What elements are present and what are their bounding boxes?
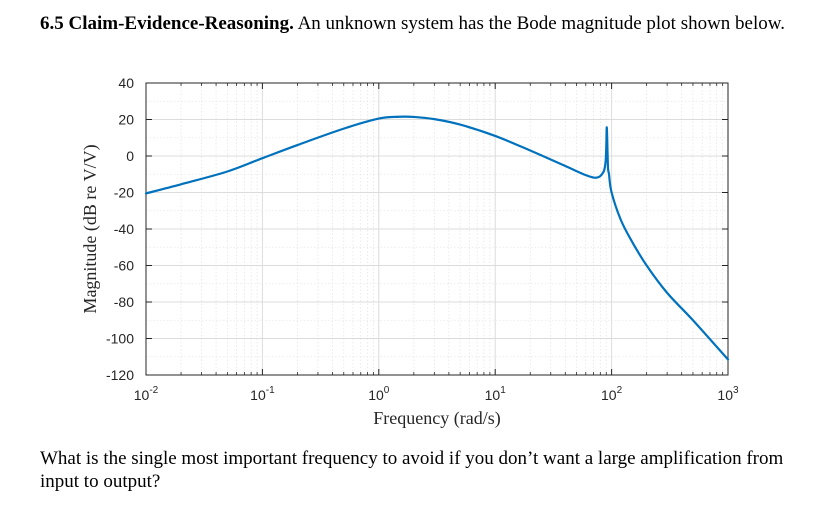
question-text: What is the single most important freque… — [40, 448, 784, 492]
x-axis-label: Frequency (rad/s) — [373, 408, 500, 429]
problem-title: 6.5 Claim-Evidence-Reasoning. — [40, 13, 294, 34]
y-tick-label: -40 — [114, 221, 134, 237]
magnitude-series-line — [144, 115, 730, 361]
y-tick-labels: 40 20 0 -20 -40 -60 -80 -100 -120 — [106, 75, 134, 383]
problem-heading: 6.5 Claim-Evidence-Reasoning. An unknown… — [40, 12, 800, 35]
y-tick-label: 40 — [118, 75, 134, 91]
x-tick-labels: 10-2 10-1 100 101 102 103 — [134, 385, 739, 403]
minor-grid — [146, 83, 728, 375]
y-axis-label: Magnitude (dB re V/V) — [80, 144, 101, 313]
y-tick-label: -80 — [114, 294, 134, 310]
y-tick-label: 20 — [118, 112, 134, 128]
problem-intro: An unknown system has the Bode magnitude… — [297, 13, 786, 34]
x-tick-label: 102 — [601, 385, 623, 403]
x-tick-label: 10-1 — [250, 385, 275, 403]
x-tick-label: 101 — [485, 385, 507, 403]
x-tick-label: 10-2 — [134, 385, 159, 403]
y-tick-label: 0 — [126, 148, 134, 164]
y-tick-label: -100 — [106, 331, 134, 347]
x-tick-label: 100 — [368, 385, 390, 403]
y-tick-label: -20 — [114, 185, 134, 201]
x-tick-label: 103 — [717, 385, 739, 403]
y-tick-label: -60 — [114, 258, 134, 274]
y-tick-label: -120 — [106, 367, 134, 383]
